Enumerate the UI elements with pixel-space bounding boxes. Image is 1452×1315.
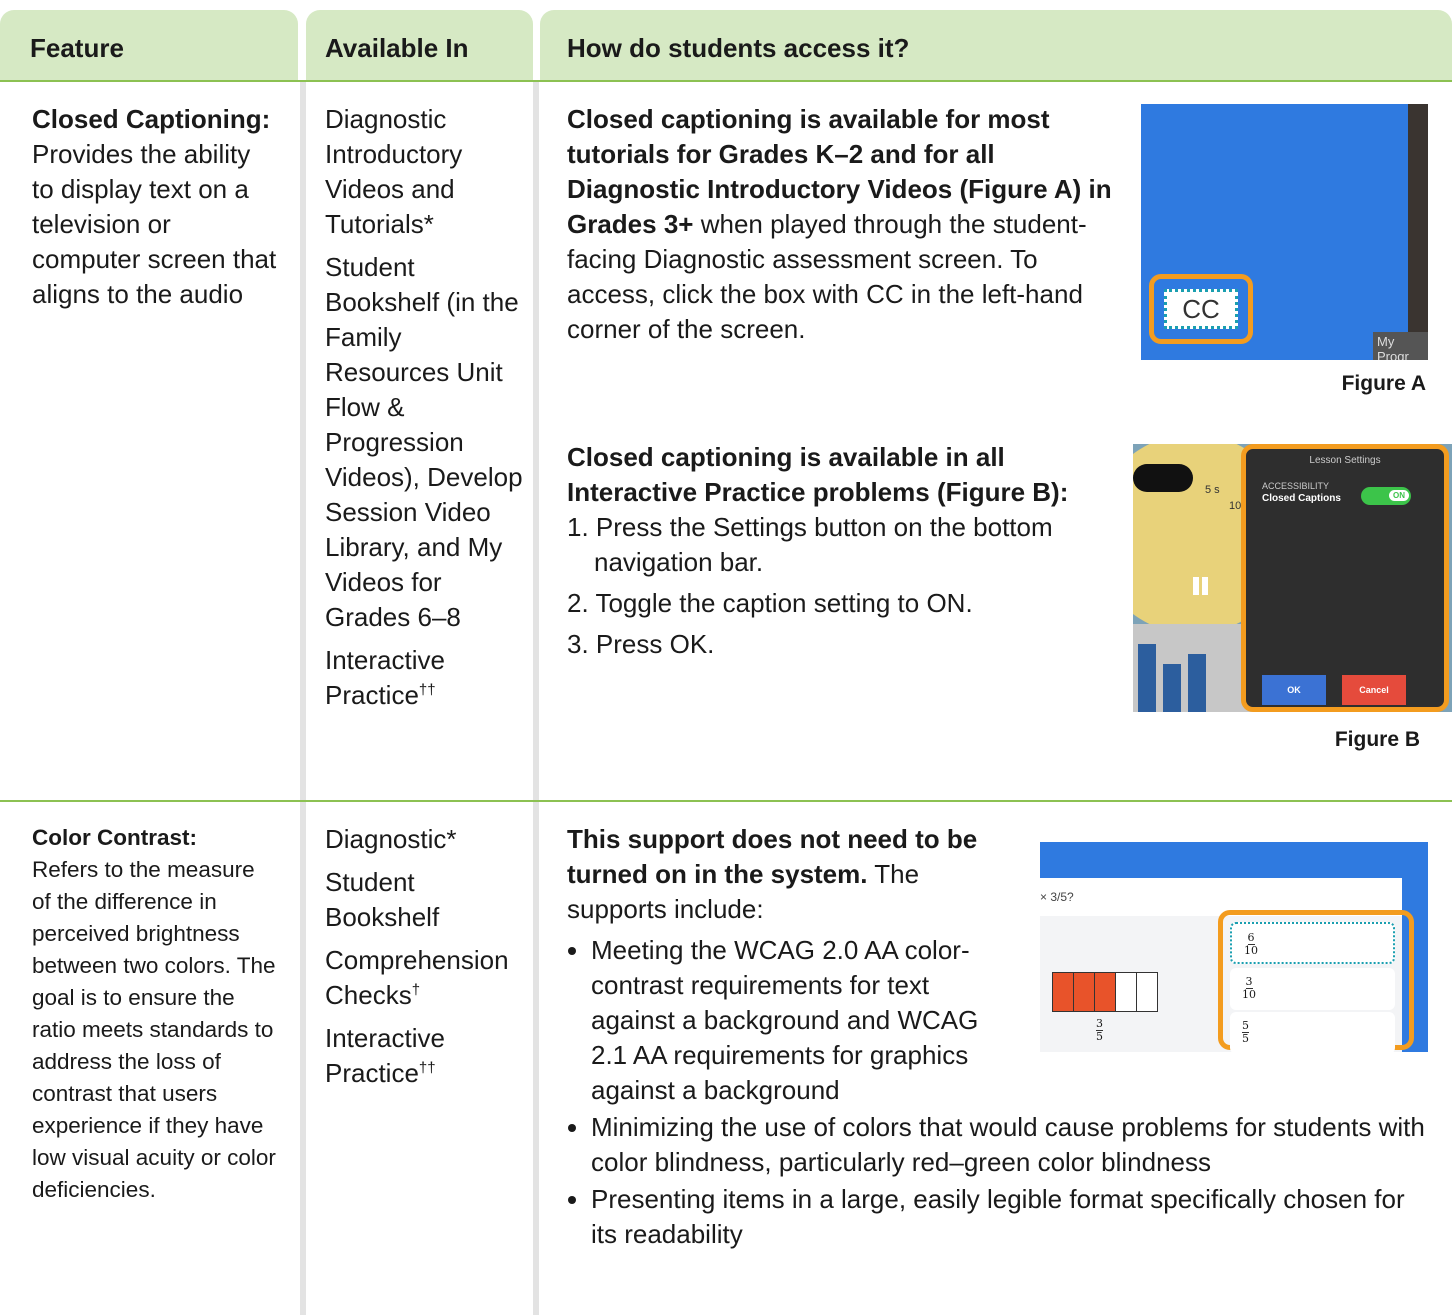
- bar: [1163, 664, 1181, 712]
- bold-text: This support does not need to be turned …: [567, 824, 978, 889]
- text: Interactive Practice: [325, 1023, 445, 1088]
- numerator: 3: [1245, 975, 1253, 989]
- feature-description: Refers to the measure of the difference …: [32, 857, 276, 1202]
- cloud: [1133, 464, 1193, 492]
- cancel-button[interactable]: Cancel: [1342, 675, 1406, 705]
- denominator: 5: [1242, 1032, 1249, 1045]
- video-edge: [1408, 104, 1428, 360]
- header-cell: Available In: [306, 10, 533, 82]
- available-item: Interactive Practice††: [325, 643, 525, 713]
- ok-button[interactable]: OK: [1262, 675, 1326, 705]
- section-label: ACCESSIBILITY: [1262, 481, 1330, 491]
- column-separator: [533, 82, 539, 1315]
- numerator: 6: [1247, 931, 1255, 945]
- text: The supports include:: [567, 859, 920, 924]
- available-item: Diagnostic Introductory Videos and Tutor…: [325, 104, 463, 239]
- footnote-mark: †: [411, 981, 421, 999]
- answer-option[interactable]: 3 10: [1230, 968, 1395, 1010]
- dialog-title: Lesson Settings: [1309, 455, 1381, 466]
- footnote-mark: ††: [418, 681, 436, 699]
- available-item: Student Bookshelf: [325, 867, 440, 932]
- figure-image: 5 s 10 Lesson Settings ACCESSIBILITY Clo…: [1133, 444, 1452, 712]
- feature-cell: Closed Captioning: Provides the ability …: [32, 102, 277, 312]
- bullet: Minimizing the use of colors that would …: [591, 1110, 1427, 1180]
- numerator: 5: [1242, 1019, 1249, 1033]
- highlight[interactable]: CC: [1149, 274, 1253, 344]
- fraction-model: [1052, 972, 1158, 1012]
- bar: [1188, 654, 1206, 712]
- toggle-label: ON: [1389, 490, 1409, 501]
- feature-title: Closed Captioning:: [32, 104, 271, 134]
- available-cell: Diagnostic* Student Bookshelf Comprehens…: [325, 822, 525, 1099]
- pause-icon[interactable]: [1193, 577, 1199, 595]
- step: 2. Toggle the caption setting to ON.: [567, 588, 973, 618]
- bar: [1138, 644, 1156, 712]
- step: 1. Press the Settings button on the bott…: [567, 512, 1053, 577]
- step: 3. Press OK.: [567, 629, 715, 659]
- question: × 3/5?: [1040, 878, 1402, 916]
- available-item: Diagnostic*: [325, 824, 457, 854]
- available-item: Comprehension Checks†: [325, 943, 525, 1013]
- denominator: 5: [1096, 1030, 1103, 1043]
- figure-caption: Figure B: [1334, 728, 1420, 751]
- bold-text: Closed captioning is available for most …: [567, 104, 1112, 239]
- figure-image: My Progr CC: [1141, 104, 1428, 360]
- access-block: Closed captioning is available in all In…: [567, 440, 1107, 668]
- bold-text: Closed captioning is available in all In…: [567, 442, 1069, 507]
- feature-cell: Color Contrast: Refers to the measure of…: [32, 822, 277, 1206]
- cc-button[interactable]: CC: [1164, 289, 1238, 329]
- text: when played through the student-facing D…: [567, 209, 1087, 344]
- available-item: Interactive Practice††: [325, 1021, 525, 1091]
- bullet: Meeting the WCAG 2.0 AA color-contrast r…: [591, 933, 991, 1108]
- header-cell: Feature: [0, 10, 298, 82]
- access-block: Closed captioning is available for most …: [567, 102, 1127, 347]
- available-cell: Diagnostic Introductory Videos and Tutor…: [325, 102, 525, 721]
- footnote-mark: ††: [418, 1059, 436, 1077]
- divider: [0, 800, 1452, 802]
- denominator: 10: [1244, 944, 1258, 957]
- timer-label: 5 s: [1205, 484, 1220, 496]
- setting-label: Closed Captions: [1262, 493, 1341, 504]
- header-cell: How do students access it?: [540, 10, 1452, 82]
- feature-title: Color Contrast:: [32, 825, 197, 850]
- column-separator: [300, 82, 306, 1315]
- available-item: Student Bookshelf (in the Family Resourc…: [325, 252, 523, 632]
- corner-label: My Progr: [1373, 332, 1428, 360]
- timer-label: 10: [1229, 500, 1242, 512]
- answer-option[interactable]: 6 10: [1230, 922, 1395, 964]
- denominator: 10: [1242, 988, 1256, 1001]
- settings-dialog: Lesson Settings ACCESSIBILITY Closed Cap…: [1241, 444, 1449, 712]
- bullet: Presenting items in a large, easily legi…: [591, 1182, 1427, 1252]
- access-block: This support does not need to be turned …: [567, 822, 1427, 1254]
- toggle[interactable]: ON: [1361, 487, 1411, 505]
- text: Interactive Practice: [325, 645, 445, 710]
- text: Comprehension Checks: [325, 945, 509, 1010]
- divider: [0, 80, 1452, 82]
- figure-caption: Figure A: [1341, 372, 1426, 395]
- numerator: 3: [1096, 1017, 1103, 1031]
- feature-description: Provides the ability to display text on …: [32, 139, 277, 309]
